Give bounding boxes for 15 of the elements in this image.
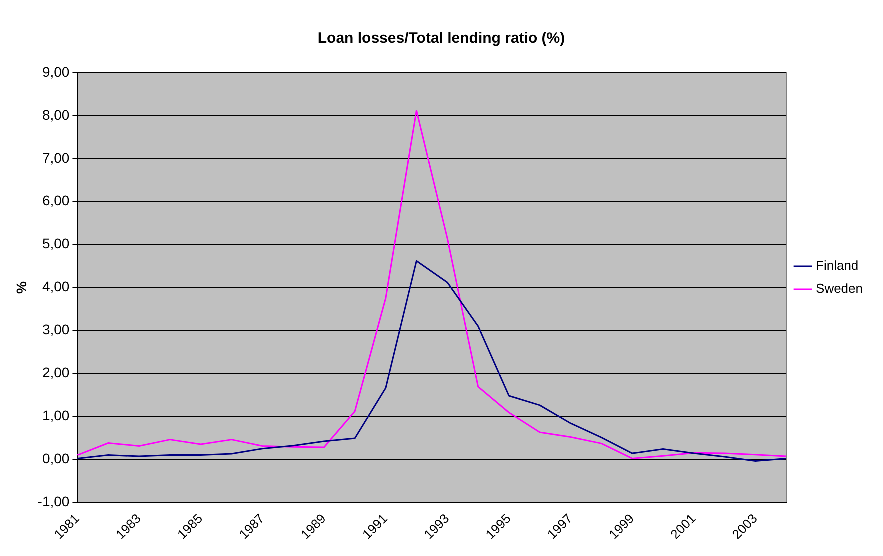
y-tick-label: 9,00	[42, 64, 70, 80]
legend-label: Finland	[816, 258, 859, 274]
y-tick-label: 3,00	[42, 322, 70, 338]
y-tick-label: 1,00	[42, 407, 70, 424]
y-tick-label: -1,00	[38, 493, 70, 510]
y-tick-label: 6,00	[42, 192, 70, 209]
y-axis-title: %	[13, 280, 30, 294]
y-tick-label: 5,00	[42, 236, 70, 252]
y-tick-label: 7,00	[42, 150, 70, 166]
y-tick-label: 2,00	[42, 364, 70, 381]
y-tick-label: 8,00	[42, 106, 70, 123]
chart-title: Loan losses/Total lending ratio (%)	[318, 30, 566, 48]
y-tick-label: 4,00	[42, 278, 70, 295]
y-tick-label: 0,00	[42, 450, 70, 466]
legend-label: Sweden	[816, 281, 864, 296]
